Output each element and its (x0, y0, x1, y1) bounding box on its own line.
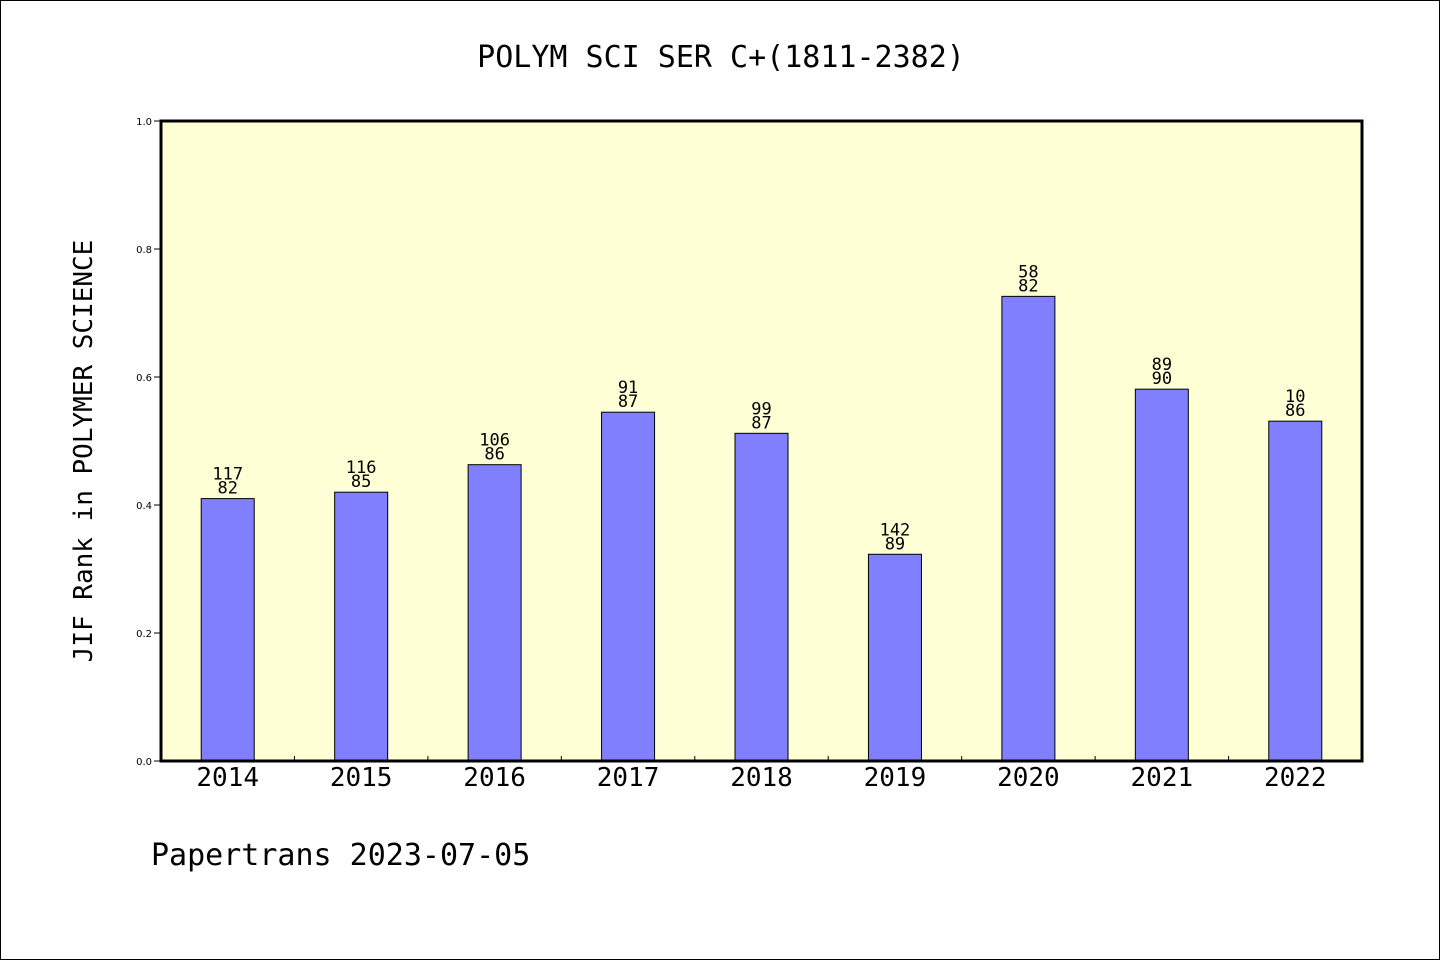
bar-2014 (200, 498, 255, 762)
bar-label-bottom: 89 (885, 534, 905, 554)
bar-label-bottom: 82 (1018, 276, 1038, 296)
y-axis-label: JIF Rank in POLYMER SCIENCE (69, 240, 99, 663)
x-tick-label: 2016 (463, 763, 526, 793)
y-tick-label: 0.0 (136, 757, 152, 768)
bar-label-bottom: 82 (217, 479, 237, 499)
bar-label-bottom: 86 (484, 445, 504, 465)
y-tick-label: 1.0 (136, 117, 152, 128)
bar-label-top: 89 (1152, 355, 1172, 375)
bar-2022 (1268, 420, 1323, 762)
bar-label-top: 10 (1285, 387, 1305, 407)
bar-2015 (334, 491, 389, 762)
bar-2016 (467, 464, 522, 762)
x-tick-label: 2020 (997, 763, 1060, 793)
bar-label-bottom: 85 (351, 472, 371, 492)
x-tick-label: 2022 (1264, 763, 1327, 793)
x-tick-label: 2017 (597, 763, 660, 793)
bar-2019 (867, 553, 922, 762)
x-tick-label: 2021 (1131, 763, 1194, 793)
y-axis: 0.0 0.2 0.4 0.6 0.8 1.0 (136, 117, 161, 768)
bar-label-bottom: 87 (751, 413, 771, 433)
bar-2021 (1134, 388, 1189, 762)
bar-label-top: 91 (618, 378, 638, 398)
bar-label-bottom: 87 (618, 392, 638, 412)
y-tick-label: 0.2 (136, 629, 152, 640)
y-tick-label: 0.6 (136, 373, 152, 384)
bar-label-top: 117 (212, 465, 243, 485)
x-tick-label: 2015 (330, 763, 393, 793)
footer-credit: Papertrans 2023-07-05 (151, 838, 530, 873)
bar-label-top: 142 (880, 520, 911, 540)
x-axis: 2014 2015 2016 2017 2018 2019 2020 2021 2022 (196, 756, 1327, 793)
x-tick-label: 2018 (730, 763, 793, 793)
bar-label-bottom: 86 (1285, 401, 1305, 421)
y-tick-label: 0.4 (136, 501, 152, 512)
x-tick-label: 2019 (864, 763, 927, 793)
bar-label-top: 58 (1018, 262, 1038, 282)
chart-title: POLYM SCI SER C+(1811-2382) (477, 40, 965, 75)
plot-border (159, 119, 1364, 763)
bar-2017 (601, 411, 656, 762)
bar-2018 (734, 432, 789, 762)
bar-label-top: 106 (479, 431, 510, 451)
x-tick-label: 2014 (196, 763, 259, 793)
bar-label-bottom: 90 (1152, 369, 1172, 389)
bar-label-top: 116 (346, 458, 377, 478)
y-tick-label: 0.8 (136, 245, 152, 256)
bar-2020 (1001, 295, 1056, 762)
bar-label-top: 99 (751, 399, 771, 419)
